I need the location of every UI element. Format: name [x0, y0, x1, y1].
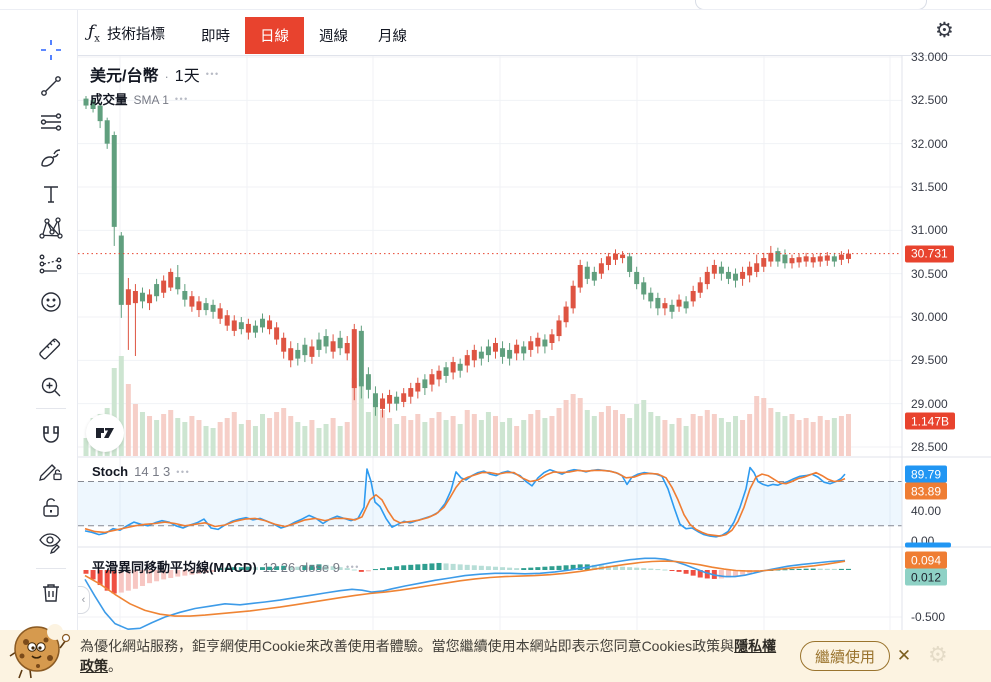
cookie-message: 為優化網站服務，鉅亨網使用Cookie來改善使用者體驗。當您繼續使用本網站即表示…: [80, 630, 780, 682]
technical-indicators-button[interactable]: ƒx 技術指標: [88, 21, 165, 45]
macd-menu-dots[interactable]: •••: [346, 561, 360, 572]
macd-tick-label: -0.500: [911, 610, 946, 624]
price-tick-label: 30.000: [911, 310, 948, 324]
cookie-consent-banner: 為優化網站服務，鉅亨網使用Cookie來改善使用者體驗。當您繼續使用本網站即表示…: [0, 624, 991, 682]
xabcd-pattern-icon[interactable]: [38, 216, 64, 242]
price-tick-label: 30.500: [911, 266, 948, 281]
forecast-icon[interactable]: [38, 252, 64, 278]
magnet-icon[interactable]: [38, 422, 64, 448]
volume-label: 成交量: [90, 93, 128, 107]
stoch-params: 14 1 3: [134, 464, 171, 479]
price-tick-label: 29.000: [911, 396, 948, 411]
sidebar-divider-line: [77, 10, 78, 630]
stoch-d-badge: 83.89: [905, 482, 948, 500]
symbol-title-row: 美元/台幣 · 1天 •••: [90, 62, 220, 86]
price-tick-label: 31.500: [911, 180, 948, 194]
accept-cookies-button[interactable]: 繼續使用: [800, 641, 891, 671]
cookie-mascot-icon: [9, 624, 71, 679]
emoji-icon[interactable]: [38, 289, 64, 315]
lock-icon[interactable]: [38, 495, 64, 521]
price-tick-label: 32.500: [911, 93, 948, 108]
pane-collapse-handle[interactable]: ‹: [78, 586, 90, 614]
macd-title-row: 平滑異同移動平均線(MACD) 12 26 close 9 •••: [92, 557, 360, 576]
stoch-label: Stoch: [92, 464, 129, 479]
sidebar-divider: [36, 408, 66, 409]
macd-hist-badge: 0.012: [905, 568, 948, 586]
stoch-menu-dots[interactable]: •••: [176, 466, 191, 477]
symbol-name: 美元/台幣: [90, 68, 159, 85]
price-tick-label: 29.500: [911, 353, 948, 368]
stoch-tick-label: 40.00: [911, 504, 942, 518]
cookie-message-text: 為優化網站服務，鉅亨網使用Cookie來改善使用者體驗。當您繼續使用本網站即表示…: [80, 638, 735, 654]
tab-monthly[interactable]: 月線: [378, 29, 407, 45]
volume-value-badge: 1.147B: [905, 412, 956, 430]
symbol-menu-dots[interactable]: •••: [205, 69, 220, 79]
macd-value-badge: 0.094: [905, 551, 948, 569]
tab-realtime[interactable]: 即時: [201, 29, 230, 45]
ruler-icon[interactable]: [38, 337, 64, 363]
macd-label: 平滑異同移動平均線(MACD): [92, 560, 257, 575]
chart-toolbar: [78, 10, 991, 55]
technical-indicators-label: 技術指標: [106, 26, 165, 43]
hide-drawings-icon[interactable]: [38, 530, 64, 556]
zoom-in-icon[interactable]: [38, 374, 64, 400]
stoch-title-row: Stoch 14 1 3 •••: [92, 464, 190, 479]
title-separator: ·: [164, 69, 169, 84]
price-tick-label: 28.500: [911, 440, 948, 454]
price-tick-label: 33.000: [911, 50, 948, 64]
macd-line-badge-clipped: [905, 542, 951, 548]
toolbar-divider: [78, 55, 991, 56]
price-tick-label: 31.000: [911, 223, 948, 238]
volume-menu-dots[interactable]: •••: [174, 93, 189, 104]
macd-params: 12 26 close 9: [262, 560, 340, 575]
cookie-message-period: 。: [108, 658, 122, 674]
remove-objects-icon[interactable]: [38, 580, 64, 606]
stoch-k-badge: 89.79: [905, 465, 948, 483]
interval-tabs: 即時 日線 週線 月線: [186, 17, 422, 54]
close-banner-icon[interactable]: ✕: [896, 646, 912, 665]
text-tool-icon[interactable]: [38, 181, 64, 207]
fx-function-icon: ƒx: [88, 21, 100, 45]
interval-label: 1天: [174, 68, 200, 85]
volume-ma-label: SMA 1: [133, 93, 169, 107]
crosshair-icon[interactable]: [38, 37, 64, 63]
volume-title-row: 成交量 SMA 1 •••: [90, 89, 189, 108]
drawing-toolbar: [0, 10, 77, 682]
horizontal-lines-icon[interactable]: [38, 109, 64, 135]
brush-icon[interactable]: [38, 145, 64, 171]
background-gear-icon: ⚙: [928, 642, 948, 667]
trend-line-icon[interactable]: [38, 73, 64, 99]
drawing-lock-icon[interactable]: [38, 458, 64, 484]
tab-weekly[interactable]: 週線: [319, 29, 348, 45]
tradingview-logo: [86, 414, 124, 452]
price-tick-label: 32.000: [911, 136, 948, 151]
last-price-badge: 30.731: [905, 245, 954, 263]
tab-daily[interactable]: 日線: [245, 17, 304, 54]
privacy-policy-link[interactable]: 隱私權政策: [80, 638, 777, 674]
sidebar-divider: [36, 568, 66, 569]
settings-gear-icon[interactable]: ⚙: [935, 19, 954, 42]
widget-top-border: [0, 9, 991, 10]
